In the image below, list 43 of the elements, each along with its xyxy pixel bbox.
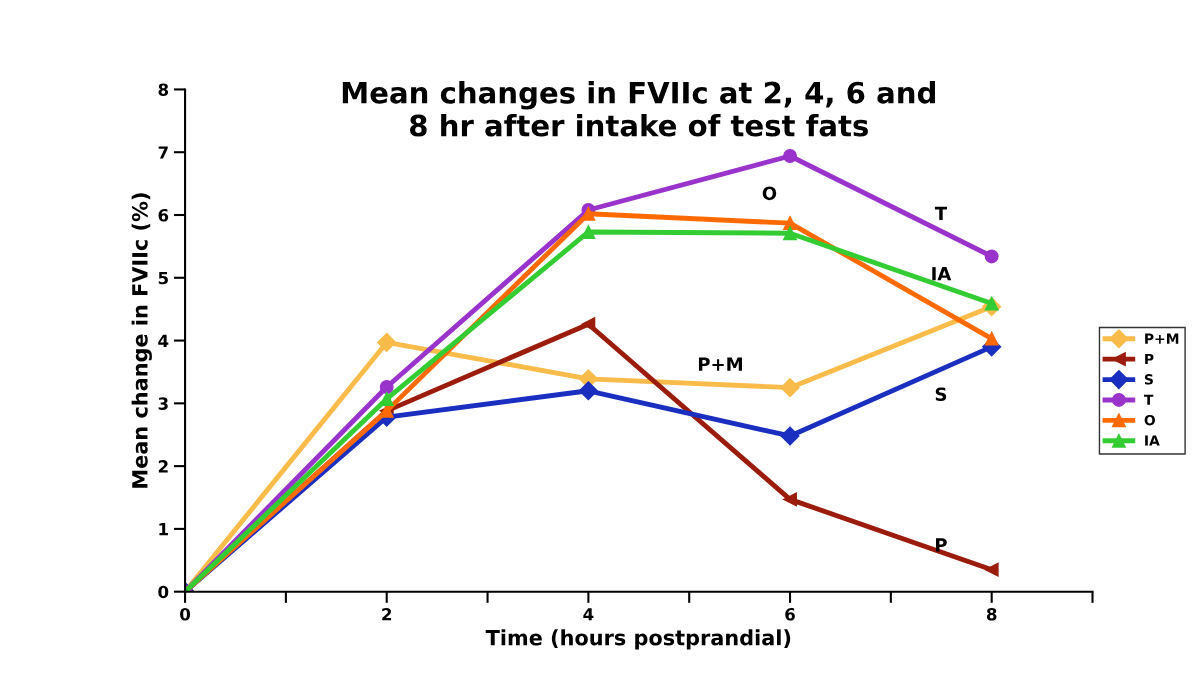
legend-label: S bbox=[1144, 374, 1153, 385]
point bbox=[984, 249, 999, 264]
point bbox=[984, 331, 999, 346]
annotation: T bbox=[934, 206, 948, 220]
annotation: O bbox=[762, 186, 777, 201]
point bbox=[578, 381, 598, 401]
annotation: P+M bbox=[698, 357, 742, 371]
point bbox=[780, 378, 800, 398]
annotation: P bbox=[936, 538, 947, 552]
legend-label: P bbox=[1145, 353, 1154, 365]
annotation: S bbox=[935, 387, 947, 402]
point bbox=[581, 225, 596, 239]
point bbox=[783, 492, 797, 507]
y-tick-label: 8 bbox=[158, 83, 169, 97]
point bbox=[581, 206, 596, 221]
y-tick-label: 4 bbox=[158, 334, 169, 347]
legend-label: IA bbox=[1145, 435, 1160, 446]
x-tick-label: 6 bbox=[785, 607, 795, 621]
point bbox=[379, 380, 394, 394]
y-tick-label: 2 bbox=[158, 460, 168, 473]
y-tick-label: 3 bbox=[158, 397, 168, 410]
annotation: IA bbox=[932, 267, 952, 281]
y-tick-label: 5 bbox=[158, 271, 168, 285]
y-tick-label: 0 bbox=[158, 585, 169, 599]
x-axis-title: Time (hours postprandial) bbox=[485, 629, 791, 650]
y-tick-label: 6 bbox=[158, 208, 169, 222]
point bbox=[581, 317, 596, 332]
legend-label: O bbox=[1144, 414, 1156, 426]
point bbox=[377, 332, 397, 352]
y-tick-label: 7 bbox=[158, 146, 168, 159]
point bbox=[780, 426, 800, 446]
x-tick-label: 8 bbox=[986, 607, 997, 621]
y-tick-label: 1 bbox=[159, 523, 168, 536]
x-tick-label: 2 bbox=[382, 607, 392, 621]
x-tick-label: 4 bbox=[583, 608, 594, 621]
y-axis-title: Mean change in FVIIc (%) bbox=[131, 193, 152, 488]
point bbox=[783, 149, 797, 163]
point bbox=[984, 562, 999, 577]
chart-title: Mean changes in FVIIc at 2, 4, 6 and 8 hr after intake of test fats bbox=[342, 81, 935, 137]
legend-label: P+M bbox=[1145, 333, 1179, 344]
legend-label: T bbox=[1143, 394, 1154, 405]
x-tick-label: 0 bbox=[180, 607, 191, 621]
point bbox=[783, 226, 797, 241]
